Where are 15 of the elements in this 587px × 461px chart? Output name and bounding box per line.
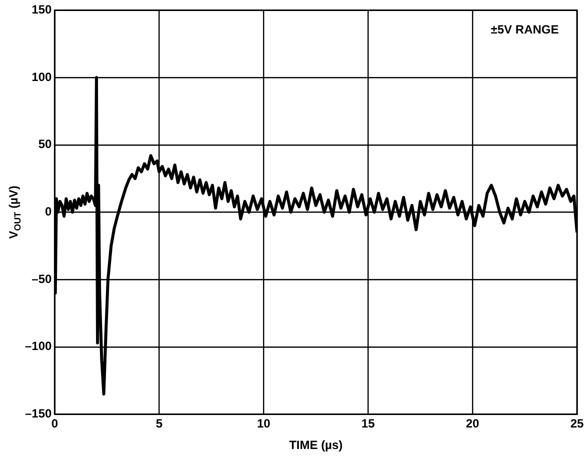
y-tick-label: 0 — [45, 204, 52, 219]
y-tick-label: –50 — [32, 272, 52, 286]
x-tick-label: 20 — [466, 416, 480, 431]
y-axis-title: VOUT (µV) — [6, 186, 22, 239]
x-tick-label: 25 — [570, 416, 584, 431]
y-tick-label: –100 — [24, 339, 52, 354]
x-tick-label: 5 — [156, 416, 163, 431]
y-tick-label: 100 — [32, 70, 52, 84]
y-tick-label: 150 — [32, 2, 52, 17]
x-tick-label: 15 — [361, 416, 376, 431]
x-tick-label: 10 — [256, 416, 271, 431]
y-tick-label: –150 — [24, 406, 52, 421]
x-axis-title: TIME (µs) — [289, 438, 343, 452]
annotation: ±5V RANGE — [490, 22, 559, 37]
y-tick-label: 50 — [38, 137, 52, 152]
